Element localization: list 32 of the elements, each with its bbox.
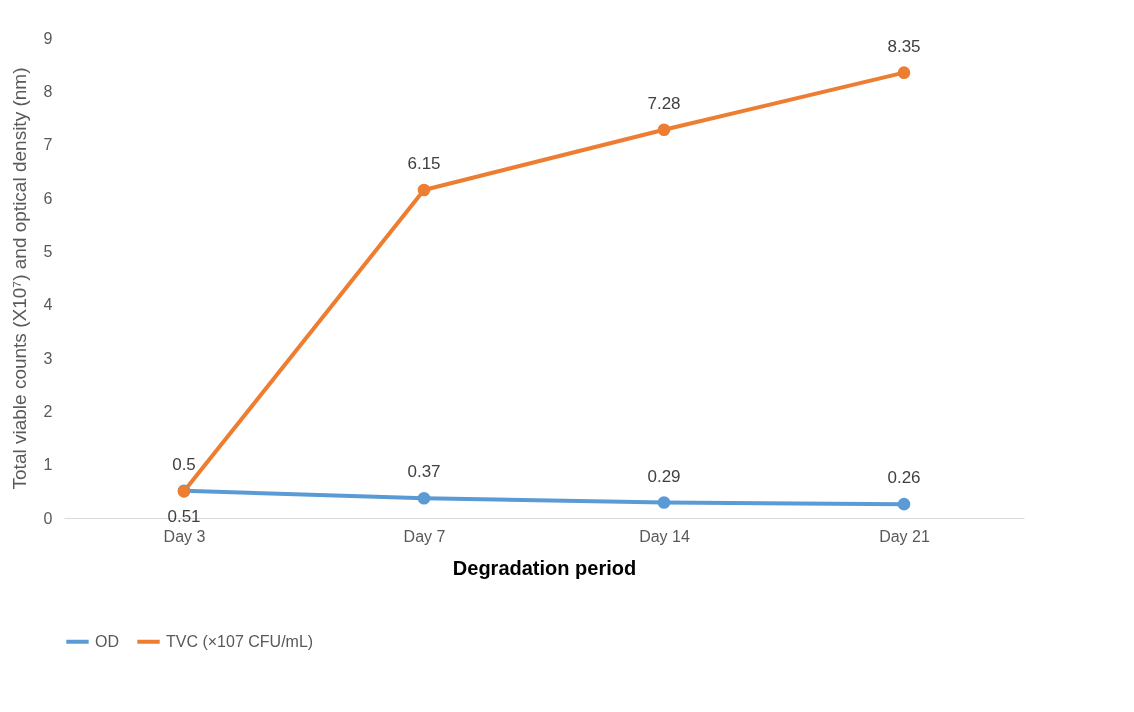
x-tick-label: Day 3 [163, 527, 206, 545]
legend-label: OD [95, 632, 119, 650]
y-tick-label: 1 [43, 456, 53, 474]
y-tick-label: 7 [43, 136, 53, 154]
data-label: 8.35 [887, 36, 921, 56]
data-label: 6.15 [407, 154, 441, 173]
point [897, 66, 911, 79]
y-tick-label: 5 [43, 242, 53, 260]
x-tick-label: Day 14 [639, 527, 690, 545]
point [897, 497, 911, 511]
y-tick-label: 9 [43, 29, 53, 47]
y-tick-label: 6 [43, 189, 53, 207]
y-tick-label: 4 [43, 296, 53, 314]
data-label: 0.37 [407, 462, 441, 482]
y-tick-label: 3 [43, 349, 53, 367]
data-label: 0.5 [172, 455, 196, 475]
y-tick-label: 8 [43, 82, 53, 100]
y-tick-label: 2 [43, 402, 53, 420]
x-tick-label: Day 21 [879, 527, 930, 545]
data-label: 0.29 [647, 466, 681, 486]
x-axis-title: Degradation period [452, 556, 637, 579]
point [417, 183, 431, 197]
data-label: 0.51 [167, 506, 201, 526]
x-tick-label: Day 7 [403, 527, 446, 545]
y-tick-label: 0 [43, 509, 53, 527]
y-axis-title: Total viable counts (X10⁷) and optical density (nm) [8, 67, 30, 490]
point [417, 491, 431, 505]
legend-label: TVC (×107 CFU/mL) [166, 632, 314, 650]
point [657, 123, 671, 137]
data-label: 7.28 [647, 93, 681, 113]
data-label: 0.26 [887, 468, 921, 488]
point [657, 496, 671, 509]
